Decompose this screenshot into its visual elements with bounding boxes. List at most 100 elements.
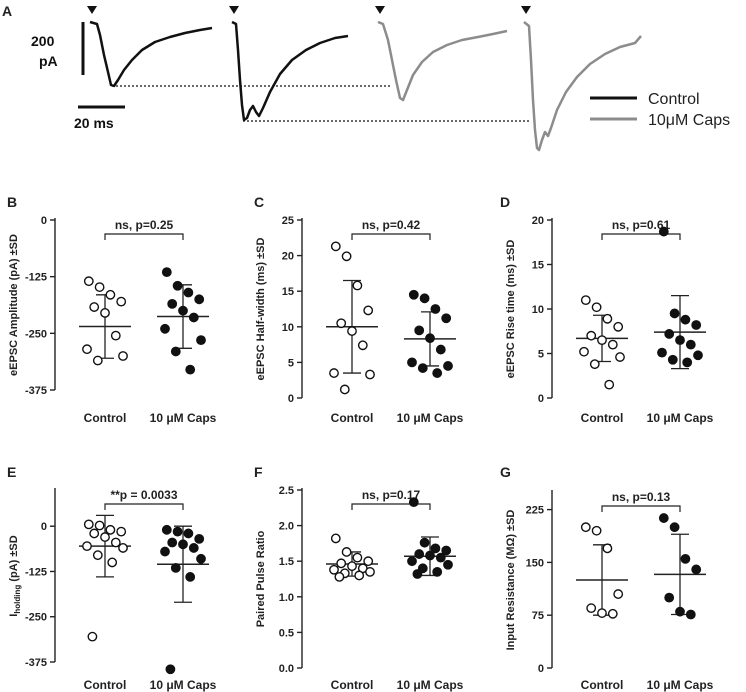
control-data-point (334, 571, 345, 582)
control-data-point (607, 608, 618, 619)
x-category-label: Control (581, 411, 624, 425)
stimulus-arrow-icon (521, 6, 531, 14)
caps-data-point (170, 562, 181, 573)
control-data-point (591, 525, 602, 536)
control-data-point (365, 566, 375, 577)
panel-label: B (7, 194, 17, 210)
y-axis-label: Input Resistance (MΩ) ±SD (505, 510, 517, 651)
caps-data-point (435, 552, 446, 563)
caps-data-point (165, 664, 176, 675)
control-data-point (602, 543, 613, 554)
panel-g: G Input Resistance (MΩ) ±SD 0 75 150 225 Contr… (500, 464, 714, 692)
x-category-label: 10 μM Caps (647, 678, 714, 692)
y-axis-label: eEPSC Rise time (ms) ±SD (505, 240, 517, 379)
control-data-point (352, 552, 363, 563)
x-category-label: Control (84, 411, 127, 425)
control-data-point (330, 533, 341, 544)
y-tick-label: -125 (25, 272, 47, 284)
control-data-point (604, 379, 615, 390)
y-tick-label: 10 (282, 322, 294, 334)
y-tick-label: 0 (538, 393, 544, 405)
caps-data-point (432, 368, 443, 378)
control-data-point (330, 241, 341, 252)
caps-data-point (691, 320, 702, 330)
panel-e: E Iholding (pA) ±SD 0 -125 -250 -375 Control 10… (7, 464, 217, 692)
control-data-point (357, 340, 368, 351)
caps-data-point (658, 513, 669, 523)
caps-data-point (160, 546, 170, 557)
control-data-point (336, 558, 347, 569)
caps-data-point (167, 537, 178, 548)
caps-data-point (414, 549, 425, 559)
y-tick-label: 75 (532, 610, 544, 622)
control-data-point (83, 276, 94, 287)
caps-data-point (160, 323, 170, 334)
control-data-point (329, 368, 339, 378)
y-axis-label: eEPSC Half-width (ms) ±SD (255, 237, 267, 380)
caps-data-point (196, 335, 206, 346)
panel-label: E (7, 464, 16, 480)
y-tick-label: 2.5 (279, 485, 294, 497)
y-tick-label: 25 (282, 215, 294, 227)
control-data-point (110, 537, 121, 548)
caps-data-point (194, 533, 205, 544)
control-data-point (615, 352, 625, 362)
control-data-point (597, 608, 607, 618)
x-category-label: Control (84, 678, 127, 692)
y-tick-label: -125 (25, 566, 47, 578)
caps-data-point (669, 522, 680, 533)
y-tick-label: 20 (282, 251, 294, 263)
y-axis-label: Iholding (pA) ±SD (8, 535, 22, 616)
significance-label: ns, p=0.42 (362, 218, 421, 232)
caps-data-point (172, 526, 183, 537)
panel-label: C (254, 194, 264, 210)
control-data-point (607, 339, 618, 350)
control-data-point (118, 543, 128, 553)
x-category-label: 10 μM Caps (647, 411, 714, 425)
significance-label: ns, p=0.61 (612, 218, 671, 232)
caps-data-point (664, 592, 675, 603)
control-data-point (110, 330, 121, 341)
caps-data-point (188, 543, 199, 553)
control-data-point (597, 335, 607, 346)
control-data-point (579, 346, 589, 357)
significance-label: ns, p=0.25 (115, 218, 174, 232)
control-data-point (341, 547, 352, 557)
significance-bracket (104, 503, 184, 510)
y-tick-label: 10 (532, 304, 544, 316)
control-data-point (586, 330, 597, 341)
control-data-point (94, 520, 105, 531)
control-data-point (354, 570, 365, 581)
panel-label: F (254, 464, 263, 480)
caps-trace-1 (377, 20, 508, 102)
stimulus-arrow-icon (87, 6, 97, 14)
y-tick-label: -250 (25, 612, 47, 624)
y-tick-label: 1.0 (279, 592, 294, 604)
y-tick-label: 0 (288, 393, 294, 405)
y-tick-label: 225 (526, 505, 544, 517)
caps-data-point (425, 550, 435, 561)
panel-label: G (500, 464, 511, 480)
significance-bracket (351, 503, 431, 510)
y-tick-label: 15 (532, 260, 544, 272)
panel-label: D (500, 194, 510, 210)
caps-data-point (680, 553, 691, 564)
caps-data-point (414, 325, 425, 336)
caps-data-point (417, 363, 428, 373)
control-data-point (352, 280, 363, 291)
y-tick-label: 0.5 (279, 627, 294, 639)
y-tick-label: 15 (282, 286, 294, 298)
control-data-point (347, 561, 357, 572)
caps-data-point (443, 559, 453, 570)
y-tick-label: -375 (25, 385, 47, 397)
caps-data-point (682, 357, 693, 368)
y-tick-label: 0.0 (279, 663, 294, 675)
control-data-point (613, 589, 624, 599)
control-data-point (105, 524, 116, 535)
y-tick-label: 20 (532, 215, 544, 227)
caps-data-point (675, 335, 685, 346)
control-data-point (589, 359, 600, 370)
